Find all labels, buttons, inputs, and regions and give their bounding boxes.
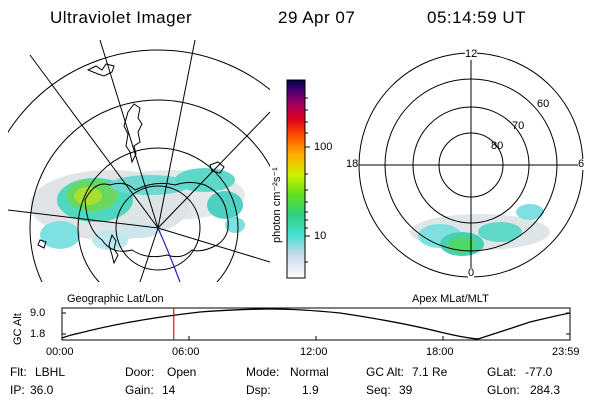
altitude-ytick-high: 9.0	[30, 307, 46, 319]
observation-time: 05:14:59 UT	[427, 8, 527, 27]
dsp-label: Dsp:	[246, 383, 271, 397]
seq-label: Seq:	[366, 383, 391, 397]
glat-label: GLat:	[487, 365, 517, 379]
aurora-emission-magnetic	[410, 204, 550, 256]
right-panel-caption: Apex MLat/MLT	[412, 293, 489, 305]
gc-alt-value: 7.1 Re	[412, 365, 448, 379]
mlt-label-6: 6	[578, 158, 585, 170]
satellite-track	[157, 227, 181, 282]
gain-value: 14	[162, 383, 176, 397]
glon-value: 284.3	[530, 383, 561, 397]
gain-label: Gain:	[125, 383, 154, 397]
mode-label: Mode:	[246, 365, 280, 379]
mlt-label-0: 0	[468, 267, 475, 279]
aurora-emission-geographic	[30, 168, 245, 250]
glon-label: GLon:	[487, 383, 520, 397]
mlat-label-80: 80	[491, 140, 504, 152]
left-panel-caption: Geographic Lat/Lon	[67, 293, 164, 305]
mlt-label-18: 18	[346, 158, 359, 170]
geographic-map	[8, 40, 270, 282]
latitude-grid	[8, 49, 270, 282]
ip-value: 36.0	[30, 383, 54, 397]
flt-label: Flt:	[10, 365, 27, 379]
time-tick-0000: 00:00	[46, 346, 74, 358]
time-tick-0600: 06:00	[172, 346, 200, 358]
altitude-ytick-low: 1.8	[30, 328, 46, 340]
mlt-label-12: 12	[465, 48, 478, 60]
color-scale	[286, 79, 310, 279]
mode-value: Normal	[290, 365, 329, 379]
mlat-label-60: 60	[537, 98, 550, 110]
time-tick-1800: 18:00	[426, 346, 454, 358]
flt-value: LBHL	[35, 365, 66, 379]
gc-alt-label: GC Alt:	[366, 365, 405, 379]
glat-value: -77.0	[525, 365, 553, 379]
observation-date: 29 Apr 07	[278, 8, 356, 27]
colorbar-tick-100: 100	[314, 141, 333, 153]
colorbar-tick-10: 10	[314, 230, 327, 242]
mlat-label-70: 70	[512, 120, 525, 132]
door-value: Open	[167, 365, 197, 379]
time-tick-1200: 12:00	[300, 346, 328, 358]
ip-label: IP:	[10, 383, 25, 397]
longitude-grid	[8, 40, 270, 282]
instrument-title: Ultraviolet Imager	[50, 8, 193, 27]
coastline	[37, 63, 229, 265]
door-label: Door:	[125, 365, 155, 379]
altitude-plot	[61, 307, 571, 341]
time-tick-2359: 23:59	[552, 346, 580, 358]
altitude-axis-label: GC Alt	[12, 313, 24, 345]
dsp-value: 1.9	[302, 383, 319, 397]
seq-value: 39	[399, 383, 413, 397]
magnetic-polar-map	[358, 52, 584, 278]
mlt-grid	[359, 53, 583, 277]
colorbar-unit-label: photon cm⁻²s⁻¹	[271, 167, 283, 243]
altitude-curve	[61, 308, 571, 340]
